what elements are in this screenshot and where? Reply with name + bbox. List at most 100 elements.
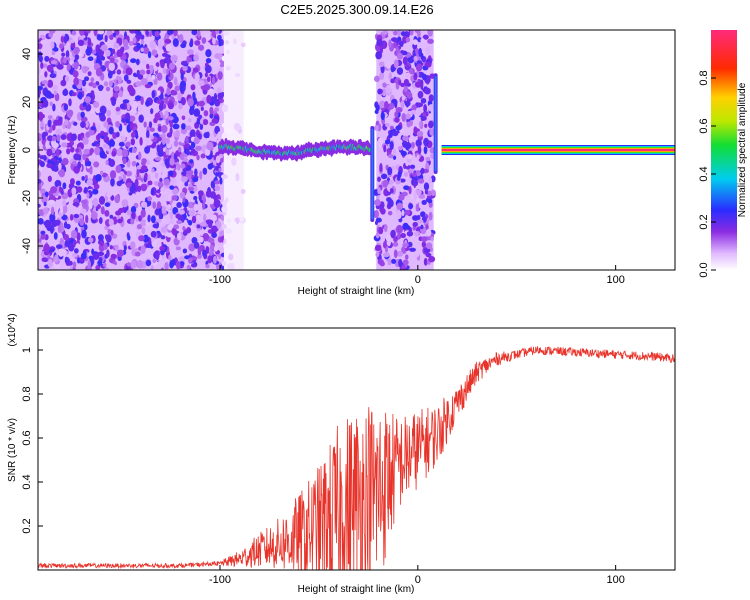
noise-blob <box>99 240 104 247</box>
noise-blob <box>87 237 94 243</box>
noise-blob <box>203 132 210 139</box>
noise-blob <box>182 157 188 163</box>
noise-blob <box>151 168 155 173</box>
noise-blob <box>162 186 166 193</box>
noise-blob <box>110 177 115 187</box>
noise-blob <box>406 230 414 237</box>
noise-blob <box>121 199 129 208</box>
noise-blob <box>189 159 194 164</box>
noise-blob <box>136 168 140 178</box>
noise-blob <box>397 170 402 178</box>
noise-blob <box>176 174 181 180</box>
region-vertical-streak <box>433 73 438 174</box>
noise-blob <box>169 81 173 89</box>
noise-blob <box>82 153 87 161</box>
y-tick-label: 0 <box>21 147 33 153</box>
noise-blob <box>84 103 92 112</box>
noise-blob <box>392 147 396 156</box>
noise-blob <box>94 146 101 156</box>
noise-blob <box>387 210 393 216</box>
noise-blob <box>118 141 125 147</box>
noise-blob <box>181 115 186 121</box>
noise-blob <box>119 103 126 110</box>
noise-blob <box>118 175 122 181</box>
noise-blob <box>156 90 161 96</box>
noise-blob <box>397 232 401 240</box>
noise-blob <box>166 142 172 149</box>
noise-blob <box>58 169 65 178</box>
noise-blob <box>130 241 136 250</box>
noise-blob <box>171 258 176 267</box>
noise-blob <box>381 88 387 97</box>
noise-blob <box>83 148 90 155</box>
noise-blob <box>120 46 125 53</box>
noise-blob <box>141 226 146 235</box>
noise-blob <box>193 203 199 212</box>
y-tick-label: 0.2 <box>21 518 33 533</box>
noise-blob <box>409 67 414 75</box>
noise-blob <box>185 135 189 144</box>
noise-blob <box>384 101 389 109</box>
noise-blob <box>38 67 41 75</box>
noise-blob <box>149 127 155 132</box>
noise-blob <box>225 49 230 55</box>
noise-blob <box>402 56 408 66</box>
colorbar-tick-label: 0.0 <box>698 262 710 277</box>
noise-blob <box>402 259 409 266</box>
y-tick-label: -40 <box>21 238 33 254</box>
noise-blob <box>398 139 403 144</box>
noise-blob <box>418 194 426 199</box>
noise-blob <box>199 170 203 180</box>
noise-blob <box>115 131 120 138</box>
noise-blob <box>209 198 215 205</box>
noise-blob <box>420 224 424 230</box>
noise-blob <box>378 142 383 150</box>
noise-blob <box>155 240 162 249</box>
noise-blob <box>199 123 204 130</box>
noise-blob <box>383 260 389 270</box>
noise-blob <box>385 87 393 93</box>
noise-blob <box>130 206 137 214</box>
noise-blob <box>417 30 421 38</box>
noise-blob <box>209 106 214 115</box>
noise-blob <box>157 125 163 132</box>
noise-blob <box>134 95 142 102</box>
noise-blob <box>410 109 417 115</box>
noise-blob <box>389 187 394 194</box>
noise-blob <box>208 221 213 229</box>
noise-blob <box>114 244 119 252</box>
noise-blob <box>396 30 402 37</box>
noise-blob <box>90 77 95 83</box>
streak-core <box>371 129 374 219</box>
noise-blob <box>101 56 106 61</box>
noise-blob <box>235 217 240 224</box>
noise-blob <box>97 234 104 242</box>
noise-blob <box>42 99 49 108</box>
noise-blob <box>140 96 144 106</box>
noise-blob <box>64 240 69 247</box>
noise-blob <box>428 255 436 263</box>
noise-blob <box>109 170 117 180</box>
noise-blob <box>60 248 67 256</box>
noise-blob <box>113 85 120 92</box>
noise-blob <box>205 49 212 58</box>
snr-series-line <box>38 346 675 570</box>
noise-blob <box>138 235 145 242</box>
noise-blob <box>98 217 103 224</box>
noise-blob <box>105 234 112 243</box>
y-tick-label: 0.4 <box>21 474 33 489</box>
noise-blob <box>122 173 127 182</box>
snr-frame <box>37 327 676 571</box>
noise-blob <box>390 37 398 42</box>
noise-blob <box>240 42 246 48</box>
noise-blob <box>66 148 71 155</box>
noise-blob <box>150 108 154 115</box>
noise-blob <box>80 252 87 260</box>
noise-blob <box>396 189 400 197</box>
noise-blob <box>188 243 196 252</box>
noise-blob <box>168 170 174 177</box>
noise-blob <box>175 246 181 251</box>
colorbar-tick-label: 0.2 <box>698 214 710 229</box>
noise-blob <box>147 180 153 186</box>
